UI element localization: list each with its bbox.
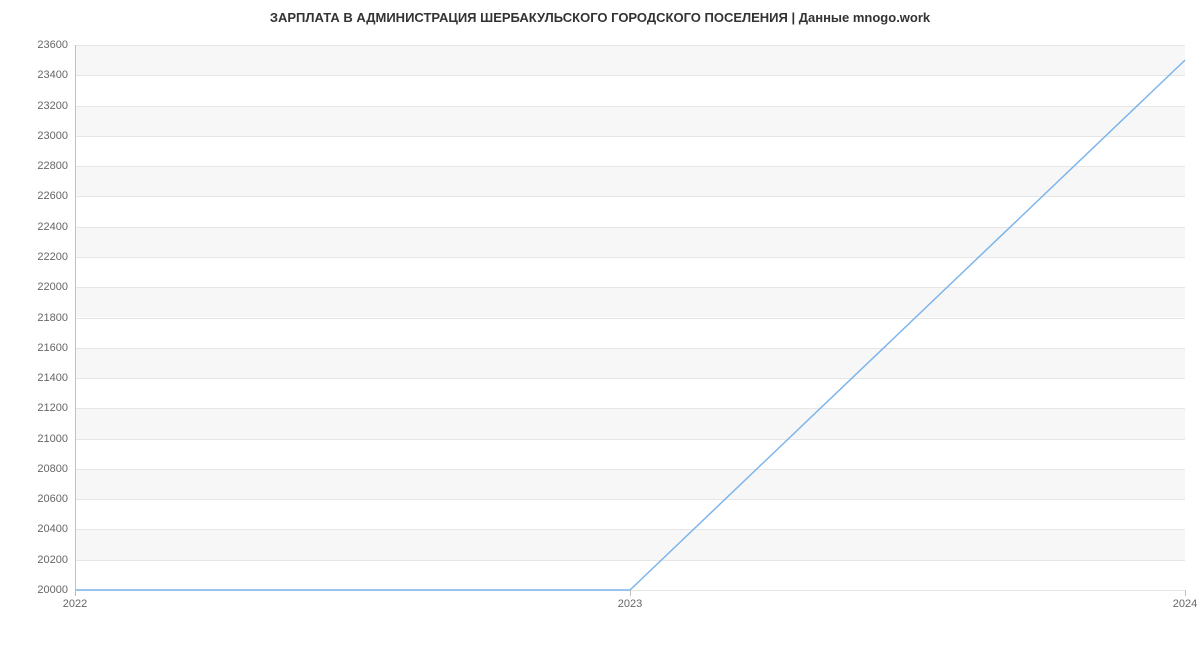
salary-line-chart: ЗАРПЛАТА В АДМИНИСТРАЦИЯ ШЕРБАКУЛЬСКОГО …: [0, 0, 1200, 650]
y-axis-label: 21000: [8, 433, 68, 445]
x-axis-label: 2023: [618, 598, 642, 610]
series-line: [75, 60, 1185, 590]
y-axis-label: 21400: [8, 372, 68, 384]
y-axis-label: 23200: [8, 100, 68, 112]
y-axis-label: 22800: [8, 160, 68, 172]
y-axis-label: 22600: [8, 190, 68, 202]
y-axis-label: 20200: [8, 554, 68, 566]
x-axis-tick: [1185, 590, 1186, 596]
x-axis-tick: [75, 590, 76, 596]
y-axis-label: 20400: [8, 523, 68, 535]
y-axis-label: 22200: [8, 251, 68, 263]
y-axis-label: 20600: [8, 493, 68, 505]
y-axis-label: 21600: [8, 342, 68, 354]
y-axis-label: 21200: [8, 402, 68, 414]
y-axis-label: 22000: [8, 281, 68, 293]
y-axis-label: 23000: [8, 130, 68, 142]
y-axis-label: 23400: [8, 69, 68, 81]
y-axis-label: 22400: [8, 221, 68, 233]
chart-title: ЗАРПЛАТА В АДМИНИСТРАЦИЯ ШЕРБАКУЛЬСКОГО …: [0, 10, 1200, 25]
x-axis-tick: [630, 590, 631, 596]
y-axis-label: 20000: [8, 584, 68, 596]
y-axis-label: 20800: [8, 463, 68, 475]
x-axis-label: 2022: [63, 598, 87, 610]
x-axis-label: 2024: [1173, 598, 1197, 610]
y-axis-label: 21800: [8, 312, 68, 324]
line-series: [75, 45, 1185, 590]
y-axis-label: 23600: [8, 39, 68, 51]
